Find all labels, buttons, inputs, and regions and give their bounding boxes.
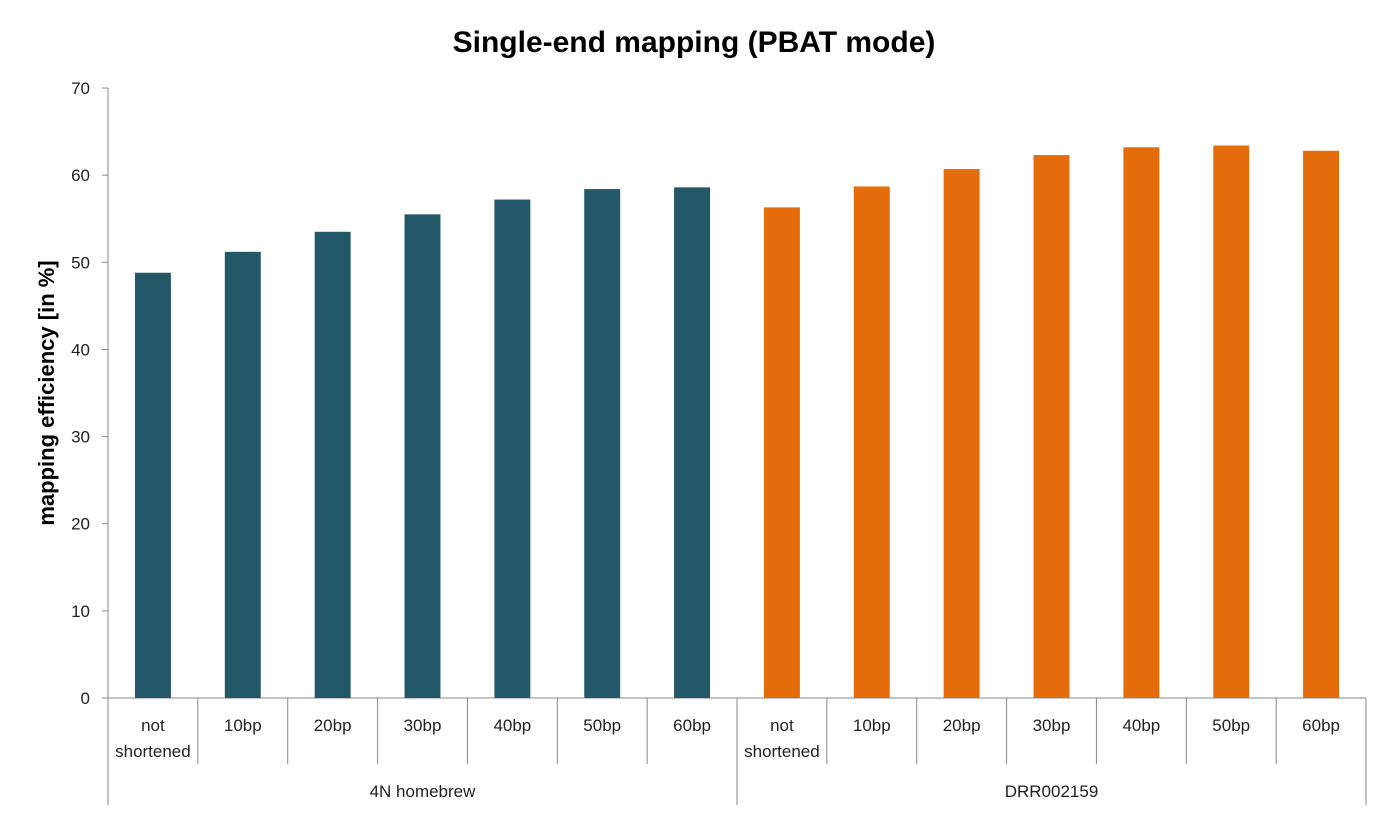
y-tick-label: 10 [71, 602, 90, 621]
bar [1123, 147, 1160, 698]
x-tick-label: 60bp [1302, 716, 1340, 735]
x-tick-label: 10bp [853, 716, 891, 735]
x-tick-label: 40bp [493, 716, 531, 735]
bar [494, 199, 531, 699]
y-tick-label: 60 [71, 166, 90, 185]
bar [853, 186, 890, 698]
category-labels: not shortened 10bp 20bp 30bp 40bp 50bp 60bp not s… [115, 716, 1340, 801]
bars [134, 145, 1340, 699]
x-tick-label: 30bp [1033, 716, 1071, 735]
bar [943, 169, 980, 699]
x-tick-label: 10bp [224, 716, 262, 735]
group-label: DRR002159 [1005, 782, 1099, 801]
bar [674, 187, 711, 699]
y-tick-label: 30 [71, 428, 90, 447]
x-tick-label: not shortened [115, 716, 191, 761]
bar [314, 231, 351, 699]
y-tick-label: 0 [81, 689, 90, 708]
x-tick-label: 50bp [583, 716, 621, 735]
y-tick-label: 70 [71, 79, 90, 98]
y-axis-label: mapping efficiency [in %] [34, 260, 59, 525]
axes: 0 10 20 30 40 50 60 70 [71, 79, 1367, 805]
bar [404, 214, 441, 698]
bar [134, 272, 171, 698]
bar [1213, 145, 1250, 698]
group-label: 4N homebrew [370, 782, 477, 801]
bar [1303, 150, 1340, 698]
x-tick-label: 30bp [404, 716, 442, 735]
y-tick-label: 40 [71, 340, 90, 359]
y-tick-label: 20 [71, 515, 90, 534]
bar [1033, 155, 1070, 699]
x-tick-label: not shortened [744, 716, 820, 761]
x-tick-label: 60bp [673, 716, 711, 735]
x-tick-label: 20bp [943, 716, 981, 735]
chart-title: Single-end mapping (PBAT mode) [453, 26, 936, 59]
bar [584, 189, 621, 699]
bar [224, 251, 261, 699]
y-tick-label: 50 [71, 253, 90, 272]
x-tick-label: 20bp [314, 716, 352, 735]
x-tick-label: 40bp [1122, 716, 1160, 735]
bar [763, 207, 800, 698]
x-tick-label: 50bp [1212, 716, 1250, 735]
